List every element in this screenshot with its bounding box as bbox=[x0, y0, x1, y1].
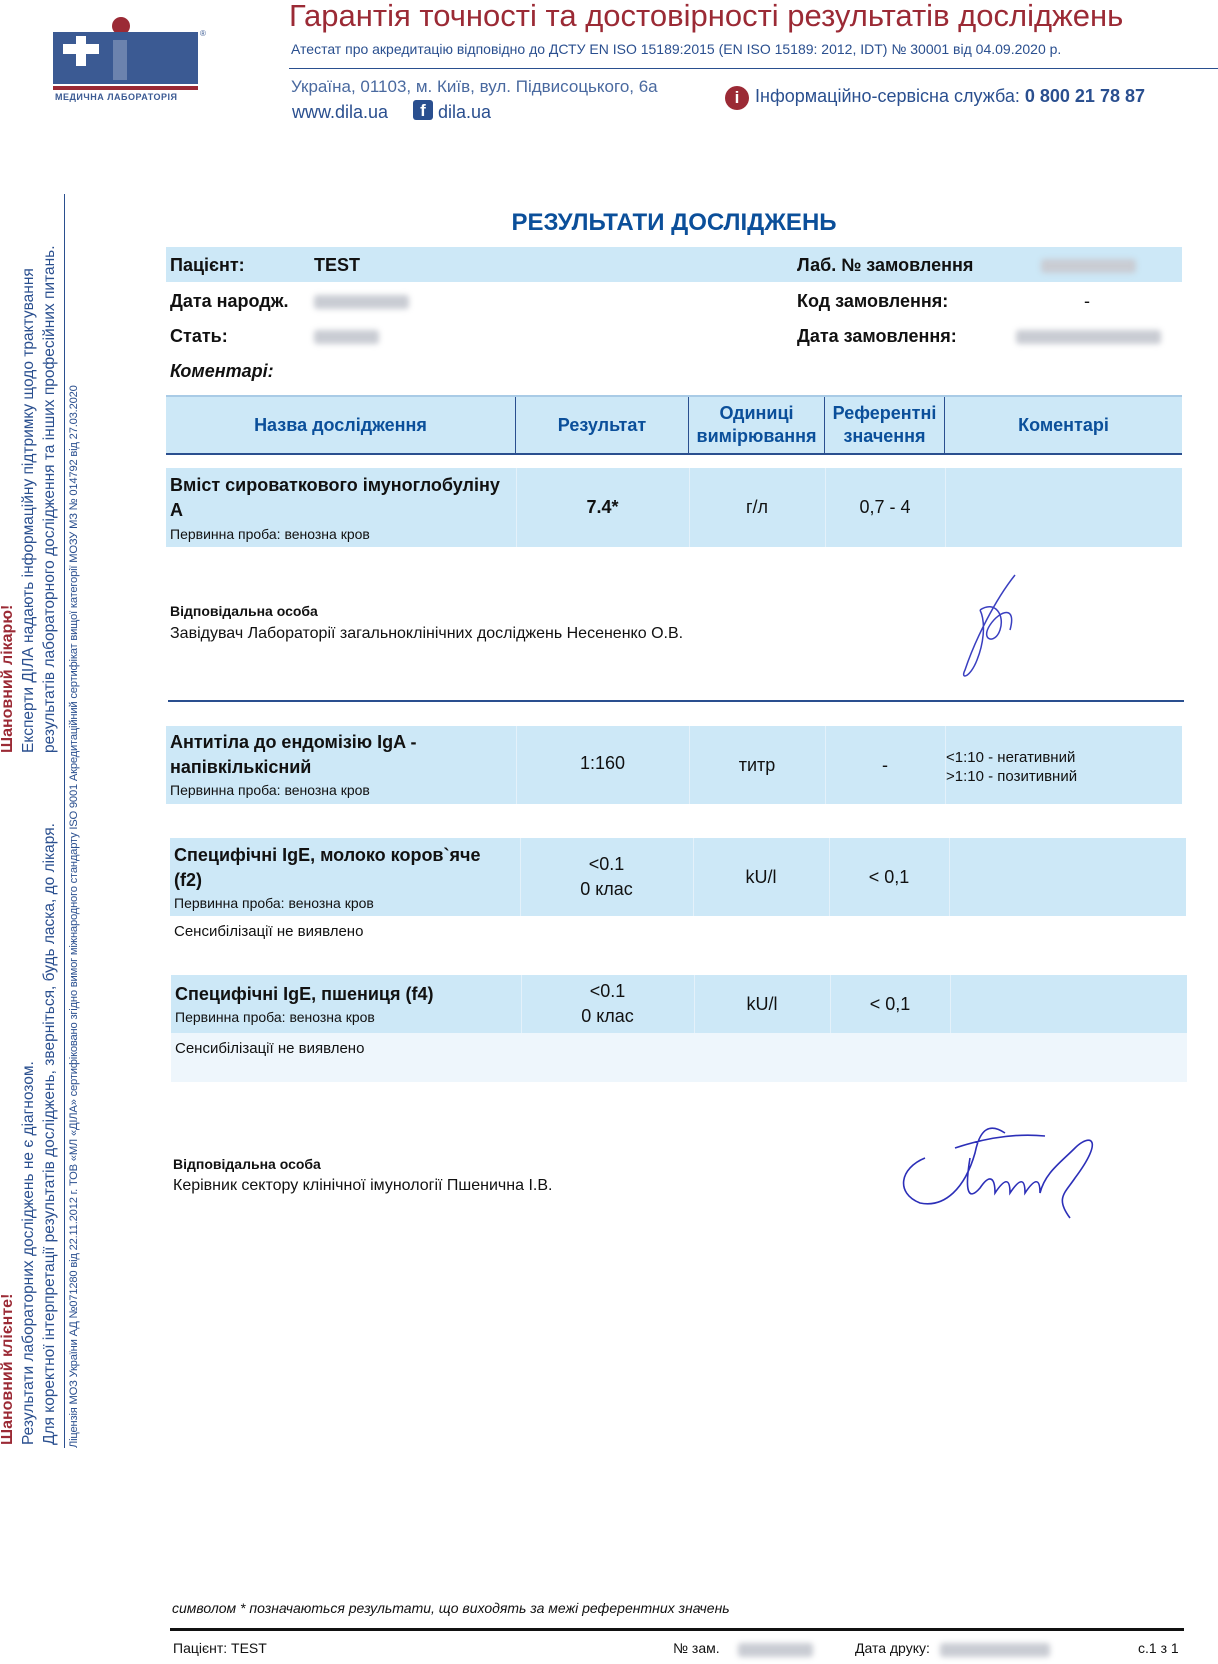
license-text: Ліцензія МОЗ України АД №071280 від 22.1… bbox=[68, 385, 80, 1448]
result-value: <0.1 0 клас bbox=[521, 975, 694, 1033]
reference-value: < 0,1 bbox=[868, 866, 910, 887]
client-line-1: Результати лабораторних досліджень не є … bbox=[20, 1061, 37, 1445]
header-divider bbox=[289, 68, 1218, 69]
col-units: Одиниці вимірювання bbox=[689, 397, 825, 453]
sample-type: Первинна проба: венозна кров bbox=[175, 1009, 375, 1025]
test-note: Сенсибілізації не виявлено bbox=[175, 1040, 365, 1057]
comments-label: Коментарі: bbox=[170, 361, 274, 381]
footer-order-redacted bbox=[738, 1643, 813, 1657]
signature-2 bbox=[902, 1127, 1094, 1219]
result-class: 0 клас bbox=[580, 879, 633, 899]
section-divider bbox=[168, 700, 1184, 702]
report-heading: РЕЗУЛЬТАТИ ДОСЛІДЖЕНЬ bbox=[511, 209, 837, 236]
patient-row bbox=[166, 247, 1182, 282]
logo: ® МЕДИЧНА ЛАБОРАТОРІЯ bbox=[53, 14, 213, 104]
order-date-label: Дата замовлення: bbox=[797, 326, 957, 346]
doctor-title: Шановний лікарю! bbox=[0, 604, 16, 753]
footer-divider bbox=[170, 1628, 1184, 1631]
col-name: Назва дослідження bbox=[166, 397, 516, 453]
svg-text:®: ® bbox=[200, 29, 206, 38]
units-value: kU/l bbox=[746, 993, 778, 1014]
row-note-background bbox=[171, 1033, 1187, 1082]
facebook-link[interactable]: dila.ua bbox=[438, 102, 492, 122]
comment-positive: >1:10 - позитивний bbox=[946, 768, 1078, 785]
units-value: титр bbox=[738, 754, 776, 775]
page-number: с.1 з 1 bbox=[1138, 1640, 1179, 1656]
sample-type: Первинна проба: венозна кров bbox=[170, 526, 370, 542]
accreditation-text: Атестат про акредитацію відповідно до ДС… bbox=[291, 41, 1062, 57]
responsible-name: Завідувач Лабораторії загальноклінічних … bbox=[170, 625, 684, 642]
responsible-label: Відповідальна особа bbox=[173, 1156, 321, 1172]
footnote: символом * позначаються результати, що в… bbox=[172, 1600, 730, 1616]
result-value: 7.4* bbox=[586, 497, 619, 517]
order-date-value-redacted bbox=[1016, 330, 1161, 344]
doctor-line-1: Експерти ДІЛА надають інформаційну підтр… bbox=[20, 268, 37, 753]
patient-info: Пацієнт: TEST Лаб. № замовлення Дата нар… bbox=[166, 247, 1182, 387]
dob-value-redacted bbox=[314, 295, 409, 309]
patient-value: TEST bbox=[314, 255, 361, 275]
footer-patient: Пацієнт: TEST bbox=[173, 1640, 267, 1656]
footer-print-date-label: Дата друку: bbox=[855, 1640, 930, 1656]
test-name: Специфічні IgE, пшениця (f4) bbox=[175, 984, 434, 1004]
table-row: Специфічні IgE, молоко коров`яче (f2) Пе… bbox=[170, 838, 1186, 916]
order-code-label: Код замовлення: bbox=[797, 291, 949, 311]
table-row: Антитіла до ендомізію IgA - напівкількіс… bbox=[166, 726, 1182, 804]
website-link[interactable]: www.dila.ua bbox=[292, 102, 389, 122]
order-code-value: - bbox=[1084, 291, 1090, 311]
units-value: г/л bbox=[745, 497, 769, 517]
responsible-name: Керівник сектору клінічної імунології Пш… bbox=[173, 1177, 553, 1194]
reference-value: < 0,1 bbox=[869, 993, 911, 1014]
facebook-icon: f bbox=[413, 100, 433, 120]
address: Україна, 01103, м. Київ, вул. Підвисоцьк… bbox=[291, 77, 658, 96]
service-phone: 0 800 21 78 87 bbox=[1024, 86, 1145, 106]
lab-no-value-redacted bbox=[1041, 259, 1136, 273]
col-reference: Референтні значення bbox=[825, 397, 945, 453]
sidebar-divider bbox=[64, 194, 65, 1448]
table-row: Вміст сироваткового імуноглобуліну А Пер… bbox=[166, 468, 1182, 547]
service-info: Інформаційно-сервісна служба: 0 800 21 7… bbox=[755, 86, 1145, 107]
reference-value: 0,7 - 4 bbox=[859, 497, 911, 517]
sample-type: Первинна проба: венозна кров bbox=[174, 895, 374, 911]
footer-print-date-redacted bbox=[940, 1643, 1050, 1657]
footer-order-label: № зам. bbox=[673, 1640, 720, 1656]
reference-value: - bbox=[882, 754, 888, 775]
info-icon: i bbox=[725, 86, 749, 110]
sex-label: Стать: bbox=[170, 326, 228, 346]
client-line-2: Для коректної інтерпретації результатів … bbox=[41, 823, 58, 1445]
test-name: Антитіла до ендомізію IgA - напівкількіс… bbox=[170, 732, 417, 777]
dob-label: Дата народж. bbox=[170, 291, 289, 311]
signature-1 bbox=[963, 574, 1016, 677]
units-value: kU/l bbox=[745, 866, 777, 887]
logo-subtitle: МЕДИЧНА ЛАБОРАТОРІЯ bbox=[55, 92, 178, 102]
result-value-1: <0.1 bbox=[589, 981, 626, 1001]
comment-negative: <1:10 - негативний bbox=[946, 749, 1076, 766]
result-value: 1:160 bbox=[579, 752, 626, 773]
test-name: Вміст сироваткового імуноглобуліну А bbox=[170, 475, 500, 520]
lab-no-label: Лаб. № замовлення bbox=[797, 255, 974, 275]
col-comments: Коментарі bbox=[1018, 414, 1109, 435]
col-result: Результат bbox=[516, 397, 689, 453]
test-note: Сенсибілізації не виявлено bbox=[174, 923, 364, 940]
result-class: 0 клас bbox=[581, 1006, 634, 1026]
responsible-label: Відповідальна особа bbox=[170, 603, 318, 619]
table-row: Специфічні IgE, пшениця (f4) Первинна пр… bbox=[171, 975, 1187, 1033]
header-title: Гарантія точності та достовірності резул… bbox=[289, 0, 1124, 33]
table-header: Назва дослідження Результат Одиниці вимі… bbox=[166, 395, 1182, 455]
client-title: Шановний клієнте! bbox=[0, 1293, 16, 1445]
service-label: Інформаційно-сервісна служба: bbox=[755, 86, 1020, 106]
test-name: Специфічні IgE, молоко коров`яче (f2) bbox=[174, 845, 481, 890]
patient-label: Пацієнт: bbox=[170, 255, 245, 275]
sample-type: Первинна проба: венозна кров bbox=[170, 782, 370, 798]
result-value: <0.1 0 клас bbox=[520, 838, 693, 916]
sex-value-redacted bbox=[314, 330, 379, 344]
result-value-1: <0.1 bbox=[588, 854, 625, 874]
doctor-line-2: результатів лабораторного дослідження та… bbox=[41, 245, 58, 753]
